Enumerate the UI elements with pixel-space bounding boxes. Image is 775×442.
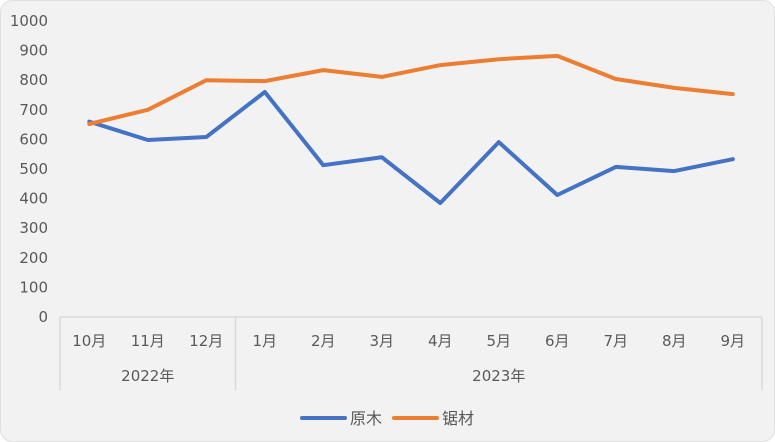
y-tick-label: 400 (19, 190, 48, 208)
x-tick-label: 3月 (369, 332, 394, 350)
y-axis: 0 100 200 300 400 500 600 700 800 900 1000 (10, 12, 48, 326)
y-tick-label: 0 (38, 308, 48, 326)
x-tick-label: 12月 (189, 332, 223, 350)
legend: 原木 锯材 (300, 409, 474, 428)
y-tick-label: 500 (19, 160, 48, 178)
x-tick-label: 2月 (311, 332, 336, 350)
y-tick-label: 300 (19, 219, 48, 237)
x-tick-label: 1月 (252, 332, 277, 350)
y-tick-label: 900 (19, 42, 48, 60)
x-tick-label: 4月 (428, 332, 453, 350)
series-layer (87, 53, 735, 205)
y-tick-label: 100 (19, 278, 48, 296)
x-tick-label: 5月 (486, 332, 511, 350)
y-tick-label: 1000 (10, 12, 48, 30)
x-axis: 10月 11月 12月 1月 2月 3月 4月 5月 6月 7月 8月 9月 2022年 2023年 (59, 316, 763, 390)
x-group-label: 2022年 (121, 367, 174, 385)
y-tick-label: 700 (19, 101, 48, 119)
y-tick-label: 200 (19, 249, 48, 267)
series-line-sawn-timber (87, 53, 735, 126)
x-group-label: 2023年 (472, 367, 525, 385)
x-tick-label: 10月 (72, 332, 106, 350)
legend-label: 锯材 (442, 409, 474, 428)
x-tick-label: 11月 (131, 332, 165, 350)
y-tick-label: 600 (19, 130, 48, 148)
legend-label: 原木 (350, 409, 382, 428)
y-tick-label: 800 (19, 71, 48, 89)
x-tick-label: 7月 (603, 332, 628, 350)
x-tick-label: 6月 (545, 332, 570, 350)
series-line-logs (87, 90, 735, 205)
x-tick-label: 9月 (720, 332, 745, 350)
x-tick-label: 8月 (662, 332, 687, 350)
